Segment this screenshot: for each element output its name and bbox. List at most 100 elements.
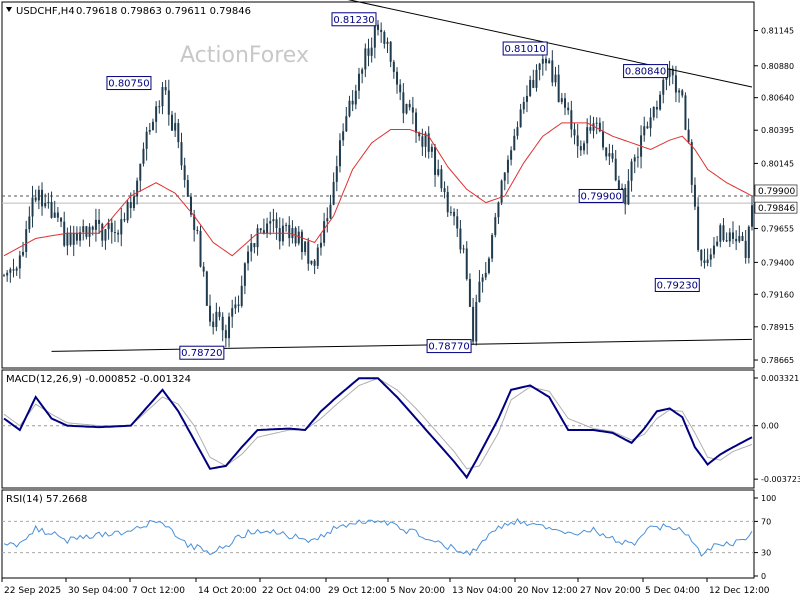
candle bbox=[367, 38, 370, 67]
candle-body bbox=[373, 24, 376, 48]
candle bbox=[221, 312, 224, 342]
candle bbox=[300, 229, 303, 260]
annotation-label: 0.80840 bbox=[625, 67, 666, 78]
candle bbox=[602, 121, 605, 151]
candle bbox=[434, 144, 437, 187]
candle bbox=[237, 295, 240, 313]
candle-body bbox=[44, 203, 47, 207]
candle-body bbox=[136, 180, 139, 197]
candle bbox=[335, 155, 338, 192]
candle-body bbox=[494, 217, 497, 236]
x-tick-label: 12 Dec 12:00 bbox=[709, 586, 770, 596]
candle-body bbox=[278, 228, 281, 242]
candle bbox=[449, 206, 452, 216]
candle bbox=[731, 221, 734, 244]
candle bbox=[291, 220, 294, 244]
x-tick-label: 30 Sep 04:00 bbox=[68, 586, 128, 596]
candle-body bbox=[389, 41, 392, 62]
candle bbox=[98, 208, 101, 235]
candle bbox=[392, 59, 395, 79]
candle-body bbox=[247, 251, 250, 264]
candle-body bbox=[110, 223, 113, 233]
candle bbox=[522, 96, 525, 114]
candle-body bbox=[405, 103, 408, 114]
candle-body bbox=[117, 232, 120, 235]
candle-body bbox=[151, 121, 154, 131]
candle-body bbox=[703, 260, 706, 264]
chart-header: USDCHF,H4 0.79618 0.79863 0.79611 0.7984… bbox=[6, 6, 251, 17]
candle-body bbox=[525, 95, 528, 102]
macd-y-tick-label: 0.00 bbox=[761, 422, 779, 431]
candle-body bbox=[484, 272, 487, 278]
candle bbox=[56, 207, 59, 222]
candle-body bbox=[636, 156, 639, 158]
candle-body bbox=[472, 306, 475, 342]
candle-body bbox=[161, 87, 164, 107]
candle bbox=[94, 208, 97, 242]
candle-body bbox=[60, 217, 63, 222]
candle bbox=[643, 116, 646, 142]
candle bbox=[500, 179, 503, 205]
candle-body bbox=[367, 48, 370, 56]
price-annotation: 0.81010 bbox=[502, 41, 548, 56]
candle-body bbox=[684, 95, 687, 130]
candle bbox=[465, 241, 468, 281]
candle-body bbox=[120, 219, 123, 235]
candle-body bbox=[288, 224, 291, 239]
annotation-label: 0.79230 bbox=[657, 280, 698, 291]
annotation-box bbox=[179, 345, 225, 360]
candle-body bbox=[329, 204, 332, 219]
candle-body bbox=[592, 123, 595, 131]
candle-body bbox=[31, 197, 34, 217]
candle-body bbox=[465, 248, 468, 280]
candle bbox=[174, 112, 177, 137]
candle-body bbox=[18, 255, 21, 269]
candle bbox=[34, 189, 37, 203]
candle-body bbox=[269, 221, 272, 224]
level-box bbox=[754, 201, 798, 214]
candle bbox=[41, 182, 44, 216]
candle bbox=[338, 133, 341, 173]
rsi-line bbox=[3, 517, 753, 557]
candle bbox=[377, 20, 379, 36]
candle-body bbox=[218, 311, 221, 317]
candle bbox=[494, 212, 497, 238]
candle bbox=[15, 266, 18, 276]
dropdown-triangle-icon[interactable] bbox=[6, 7, 12, 12]
candle bbox=[9, 267, 12, 283]
annotation-label: 0.81010 bbox=[504, 44, 545, 55]
price-annotation: 0.81230 bbox=[331, 12, 377, 27]
candle-body bbox=[9, 269, 12, 273]
x-tick-label: 5 Dec 04:00 bbox=[645, 586, 700, 596]
candle-body bbox=[662, 79, 665, 95]
candle bbox=[700, 249, 703, 267]
annotation-box bbox=[623, 64, 669, 79]
candle bbox=[437, 159, 440, 177]
candle-body bbox=[342, 131, 345, 141]
candle bbox=[348, 95, 351, 118]
x-tick-label: 5 Nov 20:00 bbox=[390, 586, 445, 596]
candle bbox=[440, 165, 443, 192]
candle bbox=[583, 140, 586, 155]
candle bbox=[646, 121, 649, 129]
annotation-label: 0.78720 bbox=[181, 348, 222, 359]
candle-body bbox=[53, 212, 56, 218]
candle bbox=[472, 297, 475, 345]
candle-body bbox=[643, 126, 646, 136]
candle-body bbox=[459, 228, 462, 250]
candle-body bbox=[681, 90, 684, 96]
candle-body bbox=[104, 229, 107, 241]
candle-body bbox=[37, 189, 40, 201]
candle bbox=[424, 131, 427, 158]
candle-body bbox=[500, 180, 503, 203]
candle bbox=[592, 116, 595, 139]
candle-body bbox=[614, 158, 617, 181]
candle-body bbox=[443, 188, 446, 192]
candle-body bbox=[567, 107, 570, 111]
candle bbox=[567, 102, 570, 115]
candle-body bbox=[335, 166, 338, 182]
candle-body bbox=[72, 232, 75, 245]
axes: 0.81145 0.80880 0.80640 0.80395 0.80145 0.796… bbox=[1, 27, 800, 596]
rsi-y-tick-label: 70 bbox=[761, 517, 771, 526]
candle-body bbox=[3, 275, 5, 277]
